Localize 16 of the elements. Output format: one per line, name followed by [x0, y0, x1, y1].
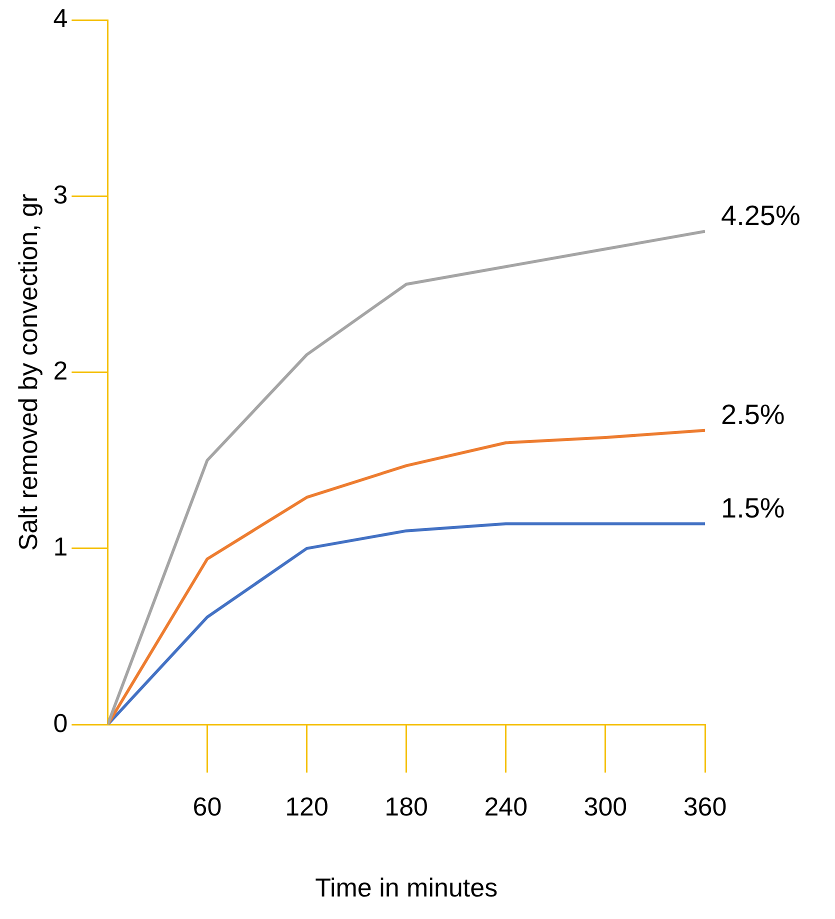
y-tick-label: 1: [53, 532, 68, 562]
x-tick-label: 120: [285, 791, 328, 822]
y-tick-label: 4: [53, 3, 68, 34]
series-label: 2.5%: [721, 399, 785, 430]
x-tick-label: 240: [484, 791, 528, 822]
x-axis-title: Time in minutes: [315, 872, 498, 903]
x-tick-label: 180: [384, 791, 428, 822]
x-tick-label: 60: [192, 791, 222, 822]
series-label: 1.5%: [721, 492, 785, 524]
y-tick-label: 2: [53, 355, 68, 386]
x-tick-label: 300: [584, 791, 628, 822]
x-tick-label: 360: [683, 791, 727, 822]
y-axis-title: Salt removed by convection, gr: [12, 193, 43, 551]
y-tick-label: 0: [53, 708, 68, 738]
y-tick-label: 3: [53, 179, 68, 210]
series-label: 4.25%: [721, 200, 800, 232]
